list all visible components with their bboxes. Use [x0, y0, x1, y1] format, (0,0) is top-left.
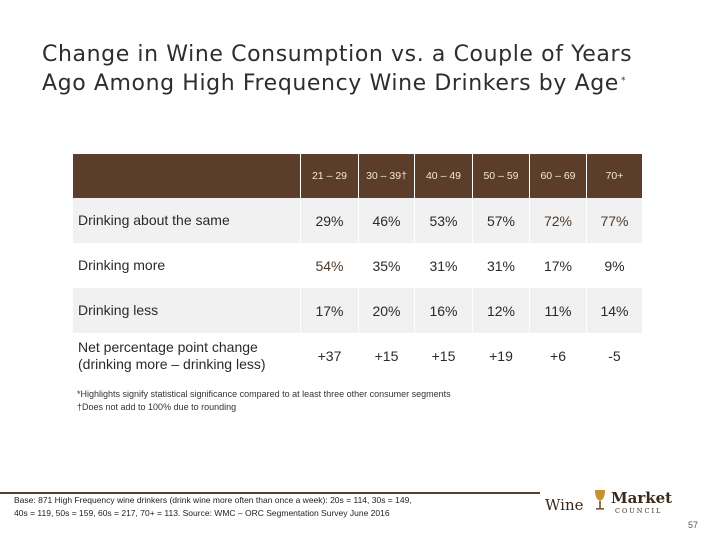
footnote-significance: *Highlights signify statistical signific…	[77, 389, 451, 399]
col-header: 21 – 29	[300, 154, 358, 198]
table-cell: 12%	[472, 288, 529, 333]
title-line-2: Ago Among High Frequency Wine Drinkers b…	[42, 71, 619, 96]
page-number: 57	[688, 520, 699, 530]
table-cell: +15	[358, 333, 414, 378]
table-cell: 35%	[358, 243, 414, 288]
table-cell: 20%	[358, 288, 414, 333]
wine-market-council-logo: Wine Market COUNCIL	[545, 486, 685, 518]
row-label: Drinking more	[73, 243, 300, 288]
row-label: Drinking about the same	[73, 198, 300, 243]
logo-council-text: COUNCIL	[615, 507, 663, 515]
table-cell-highlight: 72%	[529, 198, 586, 243]
row-label: Net percentage point change (drinking mo…	[73, 333, 300, 378]
logo-wine-text: Wine	[545, 496, 584, 514]
footer-base-source: Base: 871 High Frequency wine drinkers (…	[14, 482, 534, 520]
table-cell: 31%	[414, 243, 472, 288]
table-cell-highlight: 77%	[586, 198, 642, 243]
col-header: 50 – 59	[472, 154, 529, 198]
table-cell: 31%	[472, 243, 529, 288]
table-cell: 29%	[300, 198, 358, 243]
row-label-line-2: (drinking more – drinking less)	[78, 355, 266, 372]
row-label-line-1: Net percentage point change	[78, 338, 258, 355]
table-cell: +19	[472, 333, 529, 378]
table-row: Drinking more 54% 35% 31% 31% 17% 9%	[73, 243, 642, 288]
title-footnote-marker: *	[620, 76, 627, 86]
table-row: Drinking about the same 29% 46% 53% 57% …	[73, 198, 642, 243]
header-corner	[73, 154, 300, 198]
header-row: 21 – 29 30 – 39† 40 – 49 50 – 59 60 – 69…	[73, 154, 642, 198]
table-cell: 16%	[414, 288, 472, 333]
footer-divider	[0, 492, 540, 494]
table-cell: +6	[529, 333, 586, 378]
col-header: 70+	[586, 154, 642, 198]
table-cell: 53%	[414, 198, 472, 243]
wine-glass-icon	[595, 490, 605, 510]
table-cell: 57%	[472, 198, 529, 243]
page-title: Change in Wine Consumption vs. a Couple …	[42, 40, 682, 98]
table-cell: 9%	[586, 243, 642, 288]
col-header: 40 – 49	[414, 154, 472, 198]
footer-line-1: Base: 871 High Frequency wine drinkers (…	[14, 495, 412, 505]
footer-line-2: 40s = 119, 50s = 159, 60s = 217, 70+ = 1…	[14, 508, 390, 518]
logo-market-text: Market	[611, 489, 673, 507]
data-table: 21 – 29 30 – 39† 40 – 49 50 – 59 60 – 69…	[73, 154, 642, 378]
footnotes: *Highlights signify statistical signific…	[77, 388, 451, 414]
table-cell: 14%	[586, 288, 642, 333]
table-cell: +37	[300, 333, 358, 378]
table-cell: 11%	[529, 288, 586, 333]
table-cell: 17%	[529, 243, 586, 288]
footnote-rounding: †Does not add to 100% due to rounding	[77, 402, 237, 412]
col-header: 60 – 69	[529, 154, 586, 198]
table-cell: -5	[586, 333, 642, 378]
col-header: 30 – 39†	[358, 154, 414, 198]
table-cell-highlight: 54%	[300, 243, 358, 288]
table-cell: 17%	[300, 288, 358, 333]
title-line-1: Change in Wine Consumption vs. a Couple …	[42, 42, 633, 67]
table-cell: 46%	[358, 198, 414, 243]
table-row: Drinking less 17% 20% 16% 12% 11% 14%	[73, 288, 642, 333]
table-row: Net percentage point change (drinking mo…	[73, 333, 642, 378]
table-cell: +15	[414, 333, 472, 378]
row-label: Drinking less	[73, 288, 300, 333]
